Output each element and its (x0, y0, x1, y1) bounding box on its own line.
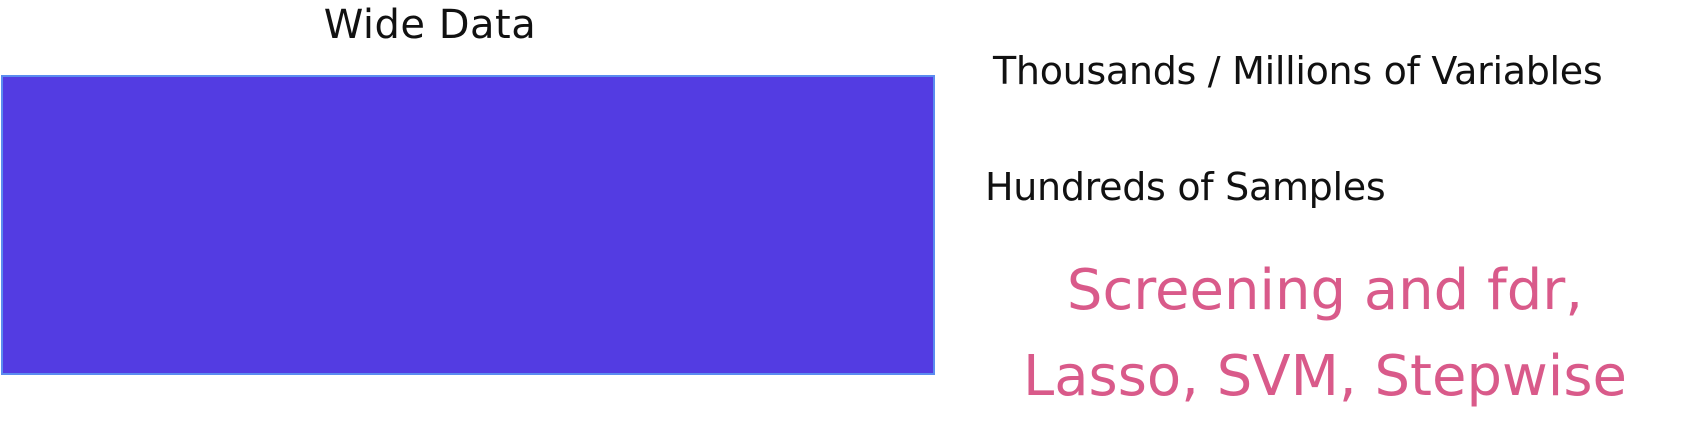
methods-text: Screening and fdr, Lasso, SVM, Stepwise (975, 248, 1675, 420)
methods-line-2: Lasso, SVM, Stepwise (1023, 344, 1627, 409)
methods-line-1: Screening and fdr, (1066, 258, 1584, 323)
variables-label: Thousands / Millions of Variables (993, 49, 1603, 93)
samples-label: Hundreds of Samples (985, 165, 1386, 209)
diagram-title: Wide Data (323, 2, 537, 48)
wide-data-block (1, 75, 935, 375)
